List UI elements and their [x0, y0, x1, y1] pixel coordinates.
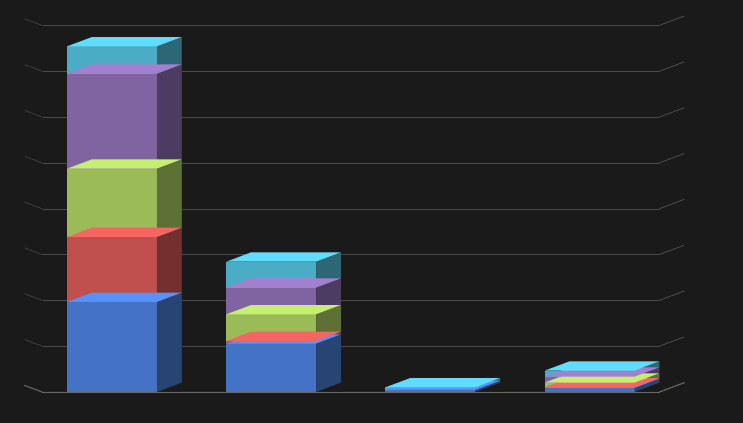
Polygon shape: [545, 378, 660, 387]
Polygon shape: [316, 334, 341, 392]
Polygon shape: [476, 381, 500, 392]
Polygon shape: [67, 228, 182, 237]
Polygon shape: [67, 302, 157, 392]
Polygon shape: [226, 332, 341, 341]
Polygon shape: [635, 374, 660, 387]
Polygon shape: [386, 381, 500, 390]
Polygon shape: [157, 228, 182, 302]
Polygon shape: [545, 374, 660, 383]
Polygon shape: [386, 387, 476, 390]
Polygon shape: [226, 288, 316, 314]
Polygon shape: [545, 379, 660, 388]
Polygon shape: [226, 341, 316, 343]
Polygon shape: [635, 361, 660, 376]
Polygon shape: [67, 237, 157, 302]
Polygon shape: [386, 390, 476, 392]
Polygon shape: [545, 367, 660, 376]
Polygon shape: [226, 262, 316, 288]
Polygon shape: [226, 343, 316, 392]
Polygon shape: [316, 332, 341, 343]
Polygon shape: [635, 379, 660, 392]
Polygon shape: [316, 305, 341, 341]
Polygon shape: [545, 371, 635, 376]
Polygon shape: [226, 253, 341, 262]
Polygon shape: [545, 387, 635, 388]
Polygon shape: [226, 305, 341, 314]
Polygon shape: [545, 383, 635, 387]
Polygon shape: [476, 378, 500, 390]
Polygon shape: [226, 334, 341, 343]
Polygon shape: [67, 159, 182, 169]
Polygon shape: [67, 169, 157, 237]
Polygon shape: [67, 74, 157, 169]
Polygon shape: [386, 378, 500, 387]
Polygon shape: [67, 37, 182, 47]
Polygon shape: [635, 367, 660, 383]
Polygon shape: [157, 64, 182, 169]
Polygon shape: [316, 253, 341, 288]
Polygon shape: [157, 159, 182, 237]
Polygon shape: [67, 64, 182, 74]
Polygon shape: [635, 378, 660, 388]
Polygon shape: [545, 388, 635, 392]
Polygon shape: [226, 314, 316, 341]
Polygon shape: [67, 47, 157, 74]
Polygon shape: [157, 37, 182, 74]
Polygon shape: [545, 361, 660, 371]
Polygon shape: [545, 376, 635, 383]
Polygon shape: [226, 278, 341, 288]
Polygon shape: [67, 293, 182, 302]
Polygon shape: [157, 293, 182, 392]
Polygon shape: [316, 278, 341, 314]
